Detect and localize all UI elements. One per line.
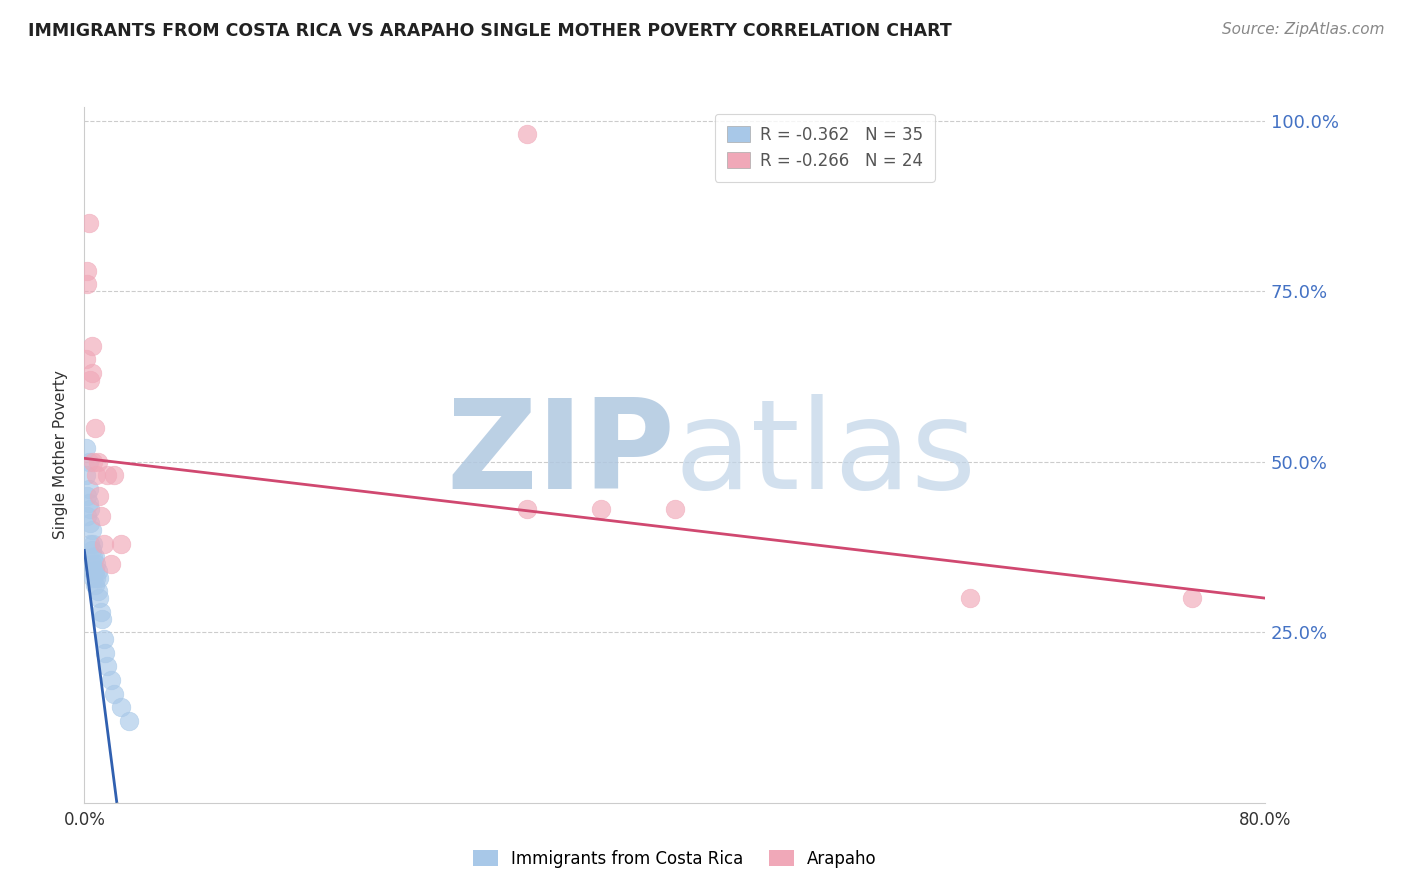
Point xyxy=(80,557,103,571)
Text: IMMIGRANTS FROM COSTA RICA VS ARAPAHO SINGLE MOTHER POVERTY CORRELATION CHART: IMMIGRANTS FROM COSTA RICA VS ARAPAHO SI… xyxy=(28,22,952,40)
Point xyxy=(591,502,613,516)
Point xyxy=(82,536,104,550)
Point xyxy=(77,216,100,230)
Point xyxy=(94,646,117,660)
Point xyxy=(103,468,125,483)
Point xyxy=(89,489,111,503)
Point xyxy=(75,468,97,483)
Point xyxy=(84,557,107,571)
Point xyxy=(83,550,105,565)
Point xyxy=(84,571,107,585)
Point xyxy=(79,373,101,387)
Point xyxy=(103,687,125,701)
Point xyxy=(516,502,538,516)
Point xyxy=(516,128,538,142)
Point xyxy=(664,502,686,516)
Point xyxy=(96,468,118,483)
Point xyxy=(93,632,115,646)
Point xyxy=(76,277,98,292)
Point xyxy=(110,536,132,550)
Point xyxy=(77,455,100,469)
Point xyxy=(86,455,108,469)
Point xyxy=(100,673,122,687)
Point xyxy=(90,509,112,524)
Point xyxy=(86,564,108,578)
Point xyxy=(89,591,111,606)
Point xyxy=(76,509,98,524)
Point xyxy=(89,571,111,585)
Point xyxy=(82,550,104,565)
Point xyxy=(76,489,98,503)
Text: ZIP: ZIP xyxy=(446,394,675,516)
Point xyxy=(90,605,112,619)
Point xyxy=(959,591,981,606)
Point xyxy=(80,523,103,537)
Point xyxy=(77,482,100,496)
Point xyxy=(79,536,101,550)
Text: atlas: atlas xyxy=(675,394,977,516)
Point xyxy=(110,700,132,714)
Point xyxy=(80,339,103,353)
Point xyxy=(83,577,105,591)
Point xyxy=(79,502,101,516)
Point xyxy=(82,564,104,578)
Point xyxy=(77,496,100,510)
Point xyxy=(82,571,104,585)
Point xyxy=(93,536,115,550)
Point xyxy=(100,557,122,571)
Point xyxy=(75,441,97,455)
Legend: R = -0.362   N = 35, R = -0.266   N = 24: R = -0.362 N = 35, R = -0.266 N = 24 xyxy=(714,114,935,182)
Point xyxy=(82,455,104,469)
Point xyxy=(83,564,105,578)
Point xyxy=(76,264,98,278)
Point xyxy=(1181,591,1204,606)
Y-axis label: Single Mother Poverty: Single Mother Poverty xyxy=(53,370,69,540)
Point xyxy=(80,366,103,380)
Point xyxy=(118,714,141,728)
Point xyxy=(84,468,107,483)
Point xyxy=(79,516,101,530)
Point xyxy=(80,543,103,558)
Point xyxy=(83,420,105,434)
Point xyxy=(91,612,114,626)
Legend: Immigrants from Costa Rica, Arapaho: Immigrants from Costa Rica, Arapaho xyxy=(467,844,883,875)
Point xyxy=(96,659,118,673)
Point xyxy=(86,584,108,599)
Text: Source: ZipAtlas.com: Source: ZipAtlas.com xyxy=(1222,22,1385,37)
Point xyxy=(75,352,97,367)
